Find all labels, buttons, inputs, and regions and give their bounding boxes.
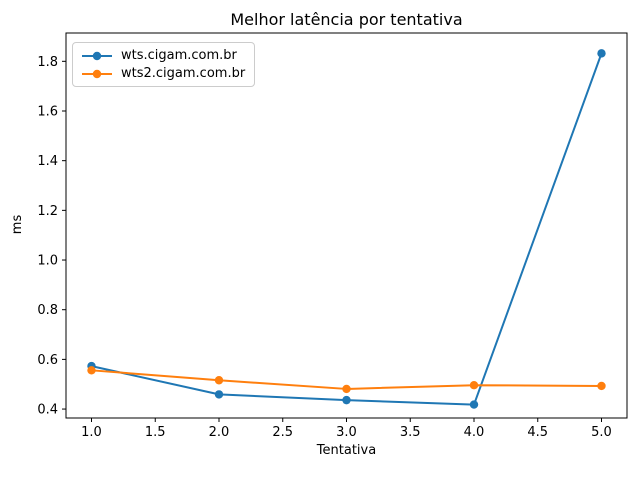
series-line-0: [91, 53, 603, 406]
data-point-0: [469, 400, 479, 409]
data-point-0: [214, 390, 224, 399]
x-tick-label: 2.5: [272, 425, 293, 440]
legend-item: wts2.cigam.com.br: [81, 66, 245, 81]
axes-spines: [65, 32, 628, 419]
x-tick-label: 5.0: [591, 425, 612, 440]
x-tick-label: 1.5: [145, 425, 166, 440]
legend-item: wts.cigam.com.br: [81, 48, 245, 63]
x-tick-label: 2.0: [209, 425, 230, 440]
x-tick-label: 4.0: [464, 425, 485, 440]
data-point-1: [342, 384, 351, 394]
data-point-1: [214, 376, 224, 385]
chart-title: Melhor latência por tentativa: [230, 10, 463, 29]
y-tick-label: 1.2: [37, 204, 58, 219]
y-tick-label: 1.4: [37, 154, 58, 169]
legend-line-marker-icon: [82, 51, 112, 60]
legend-label: wts2.cigam.com.br: [121, 66, 246, 81]
data-point-1: [469, 381, 479, 390]
x-tick-label: 4.5: [527, 425, 548, 440]
x-axis-label: Tentativa: [316, 443, 377, 458]
y-tick-label: 0.6: [37, 353, 58, 368]
y-tick-label: 1.6: [37, 104, 58, 119]
data-point-0: [342, 395, 351, 405]
data-point-1: [597, 381, 606, 391]
y-tick-label: 1.8: [37, 55, 58, 70]
data-point-0: [597, 49, 606, 58]
data-point-1: [87, 366, 96, 375]
legend-line-marker-icon: [82, 69, 112, 78]
legend-label: wts.cigam.com.br: [121, 48, 237, 63]
legend: wts.cigam.com.br wts2.cigam.com.br: [72, 42, 256, 87]
x-tick-label: 3.0: [336, 425, 357, 440]
x-tick-label: 3.5: [400, 425, 421, 440]
y-tick-label: 1.0: [37, 254, 58, 269]
y-tick-label: 0.8: [37, 303, 58, 318]
x-tick-label: 1.0: [81, 425, 102, 440]
y-tick-label: 0.4: [37, 403, 58, 418]
y-axis-label: ms: [10, 214, 26, 235]
